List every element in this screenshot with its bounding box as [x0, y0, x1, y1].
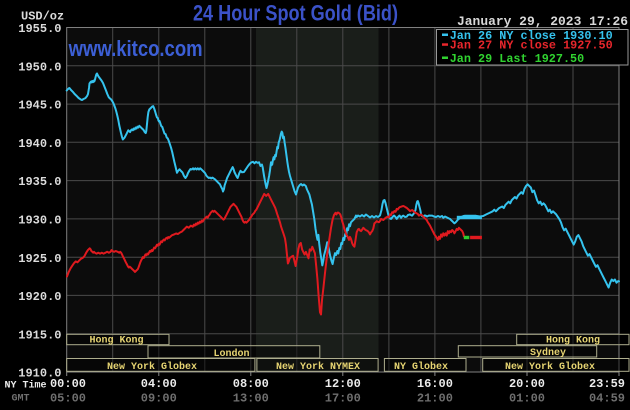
- svg-text:Hong Kong: Hong Kong: [89, 336, 143, 347]
- svg-text:USD/oz: USD/oz: [21, 10, 64, 24]
- svg-text:23:59: 23:59: [589, 377, 625, 391]
- svg-text:1955.0: 1955.0: [18, 22, 61, 36]
- svg-text:Jan 29 Last 1927.50: Jan 29 Last 1927.50: [450, 52, 585, 66]
- svg-text:Hong Kong: Hong Kong: [546, 336, 600, 347]
- svg-text:04:00: 04:00: [141, 377, 177, 391]
- svg-text:00:00: 00:00: [50, 377, 86, 391]
- svg-text:12:00: 12:00: [325, 377, 361, 391]
- svg-text:13:00: 13:00: [233, 391, 269, 405]
- svg-text:1950.0: 1950.0: [18, 60, 61, 74]
- svg-text:04:59: 04:59: [589, 391, 625, 405]
- svg-text:01:00: 01:00: [509, 391, 545, 405]
- svg-text:www.kitco.com: www.kitco.com: [68, 36, 203, 61]
- svg-text:New York Globex: New York Globex: [107, 361, 197, 373]
- svg-text:1930.0: 1930.0: [18, 214, 61, 228]
- svg-text:20:00: 20:00: [509, 377, 545, 391]
- svg-text:21:00: 21:00: [417, 391, 453, 405]
- svg-text:05:00: 05:00: [50, 391, 86, 405]
- svg-text:Jan 27 NY close 1927.50: Jan 27 NY close 1927.50: [450, 39, 613, 53]
- svg-text:NY Time: NY Time: [5, 379, 47, 391]
- svg-text:1915.0: 1915.0: [18, 328, 61, 342]
- svg-text:NY Globex: NY Globex: [394, 361, 448, 373]
- svg-text:1910.0: 1910.0: [18, 367, 61, 381]
- svg-text:17:00: 17:00: [325, 391, 361, 405]
- svg-text:09:00: 09:00: [141, 391, 177, 405]
- svg-text:16:00: 16:00: [417, 377, 453, 391]
- svg-text:New York NYMEX: New York NYMEX: [276, 361, 360, 373]
- svg-text:1925.0: 1925.0: [18, 252, 61, 266]
- svg-text:Sydney: Sydney: [530, 347, 566, 359]
- svg-text:1935.0: 1935.0: [18, 175, 61, 189]
- svg-text:08:00: 08:00: [233, 377, 269, 391]
- svg-text:1920.0: 1920.0: [18, 290, 61, 304]
- svg-text:24 Hour Spot Gold (Bid): 24 Hour Spot Gold (Bid): [193, 1, 398, 26]
- svg-text:New York Globex: New York Globex: [505, 361, 595, 373]
- svg-text:1945.0: 1945.0: [18, 99, 61, 113]
- svg-text:GMT: GMT: [12, 394, 30, 405]
- svg-text:1940.0: 1940.0: [18, 137, 61, 151]
- svg-text:January 29, 2023 17:26: January 29, 2023 17:26: [457, 14, 628, 29]
- svg-text:Jan 26 NY close 1930.10: Jan 26 NY close 1930.10: [450, 29, 613, 43]
- svg-text:London: London: [213, 348, 249, 360]
